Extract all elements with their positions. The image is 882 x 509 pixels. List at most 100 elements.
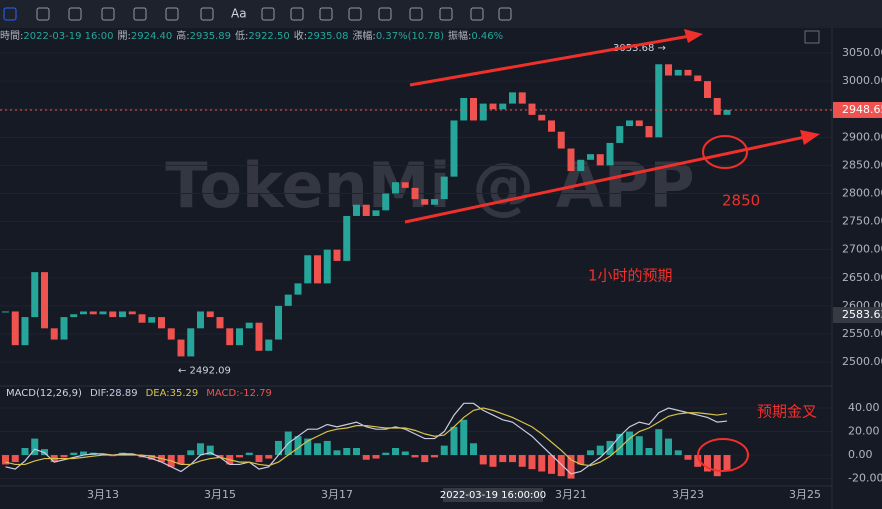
crosshair-x-box — [443, 488, 543, 502]
macd-bar — [655, 429, 663, 456]
candle — [2, 311, 9, 313]
tool-icon[interactable] — [319, 7, 333, 21]
candle — [11, 311, 19, 346]
y-tick-label: 2500.00 — [842, 355, 882, 368]
candle — [304, 255, 312, 284]
macd-bar — [304, 438, 312, 456]
y-tick-label: 40.00 — [848, 401, 880, 414]
macd-bar — [548, 455, 555, 474]
macd-bar — [401, 451, 409, 456]
icon-shape — [498, 7, 512, 21]
candle — [197, 311, 204, 329]
info-bar: 時間:2022-03-19 16:00 開:2924.40 高:2935.89 低:2… — [0, 29, 503, 42]
crosshair-y-box — [833, 307, 882, 324]
candle — [392, 182, 399, 194]
candle — [353, 204, 360, 216]
y-tick-label: 2700.00 — [842, 243, 882, 256]
icon-shape — [319, 7, 333, 21]
candle — [236, 328, 243, 346]
macd-bar — [421, 455, 429, 463]
tool-icon[interactable] — [290, 7, 304, 21]
macd-bar — [674, 450, 682, 456]
icon-shape — [348, 7, 362, 21]
macd-bar — [450, 426, 458, 456]
macd-bar — [70, 452, 78, 456]
legend-item: DIF:28.89 — [90, 388, 138, 399]
tool-icon[interactable] — [68, 7, 82, 21]
tool-icon[interactable] — [101, 7, 115, 21]
info-value: 2935.89 — [190, 31, 231, 42]
info-value: 2022-03-19 16:00 — [23, 31, 113, 42]
max-label: 3053.68 → — [613, 43, 666, 54]
candle — [645, 126, 653, 138]
macd-bar — [626, 431, 633, 456]
tool-icon[interactable] — [165, 7, 179, 21]
y-tick-label: 2850.00 — [842, 158, 882, 171]
candle — [450, 120, 458, 177]
candle — [538, 114, 546, 121]
candle — [333, 249, 341, 261]
macd-bar — [411, 455, 419, 458]
macd-bar — [314, 443, 321, 456]
candle — [21, 317, 29, 346]
icon-shape — [3, 7, 17, 21]
icon-shape — [290, 7, 304, 21]
tool-icon[interactable] — [498, 7, 512, 21]
candle — [567, 148, 575, 172]
plot: 2500.002550.002600.002650.002700.002750.… — [0, 43, 882, 502]
macd-bar — [206, 445, 214, 456]
candle — [31, 272, 39, 318]
macd-bar — [2, 455, 9, 465]
crosshair-y-label: 2583.63 — [842, 308, 882, 321]
tool-icon[interactable] — [470, 7, 484, 21]
text-tool[interactable]: Aa — [231, 7, 247, 21]
annotations: 2850 1小时的预期 预期金叉 — [404, 29, 820, 472]
macd-bar — [11, 455, 19, 463]
macd-bar — [245, 452, 253, 456]
y-tick-label: 2550.00 — [842, 327, 882, 340]
candle — [89, 311, 97, 315]
info-value: 2922.50 — [248, 31, 289, 42]
expand-icon[interactable] — [804, 30, 820, 44]
candle — [265, 339, 273, 351]
tool-icon[interactable] — [409, 7, 423, 21]
candle — [499, 103, 507, 110]
info-value: 2924.40 — [131, 31, 172, 42]
tool-icon[interactable] — [261, 7, 275, 21]
macd-bar — [616, 433, 624, 456]
tool-icon[interactable] — [3, 7, 17, 21]
tool-icon[interactable] — [378, 7, 392, 21]
candle — [528, 103, 536, 115]
y-tick-label: 2750.00 — [842, 215, 882, 228]
tool-icon[interactable] — [36, 7, 50, 21]
macd-bar — [382, 452, 390, 456]
candle — [148, 317, 156, 323]
icon-shape — [133, 7, 147, 21]
tool-icon[interactable] — [200, 7, 214, 21]
candle — [177, 339, 185, 357]
candle — [479, 103, 487, 121]
info-label: 漲幅: — [352, 29, 375, 42]
candle — [470, 97, 477, 121]
arrow-line — [404, 135, 806, 224]
icon-shape — [165, 7, 179, 21]
tool-icon[interactable] — [133, 7, 147, 21]
macd-bar — [343, 447, 351, 456]
candle — [489, 103, 497, 110]
tool-icon[interactable] — [439, 7, 453, 21]
candle — [723, 109, 731, 115]
candle — [626, 120, 633, 127]
x-tick-label: 3月21 — [555, 488, 587, 501]
candle — [275, 305, 282, 340]
icon-shape — [409, 7, 423, 21]
toolbar — [0, 0, 882, 28]
macd-bar — [353, 447, 360, 456]
candle — [674, 69, 682, 76]
x-tick-label: 3月17 — [321, 488, 353, 501]
candle — [372, 210, 380, 216]
tool-icon[interactable] — [348, 7, 362, 21]
arrow-head — [800, 130, 820, 145]
macd-bar — [392, 447, 399, 456]
last-price-label: 2948.65 — [842, 103, 882, 116]
